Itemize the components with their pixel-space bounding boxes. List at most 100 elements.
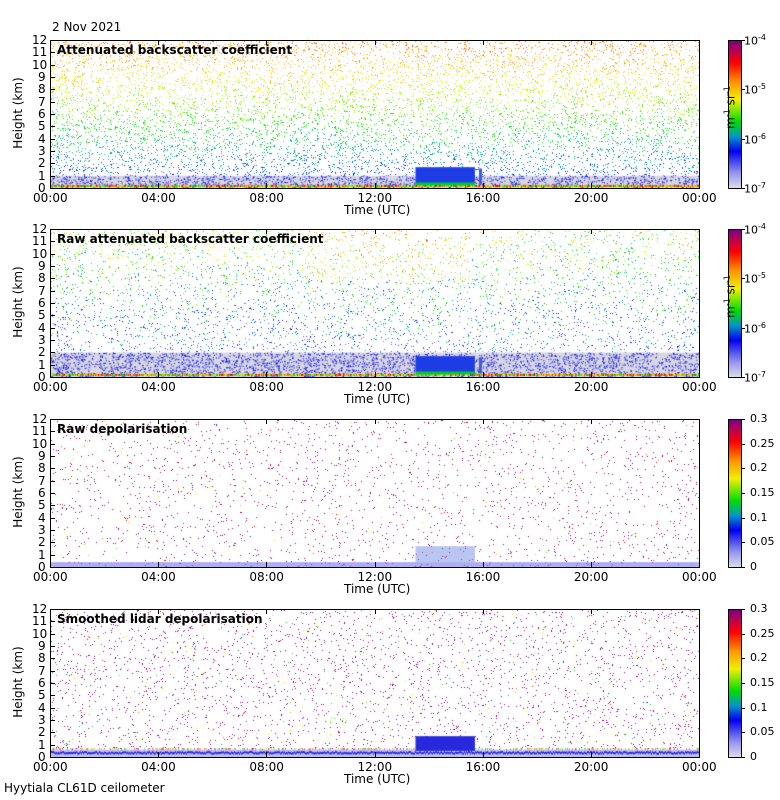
panel-2: Raw attenuated backscatter coefficient 0 1… [0,222,780,419]
x-tick-top [50,229,51,234]
y-tick [50,505,55,507]
y-tick [50,278,55,280]
y-tick-label: 2 [38,535,46,550]
y-tick-label: 3 [38,144,46,158]
colorbar-tick-label: 0.25 [750,626,775,640]
colorbar-tick [742,517,745,519]
x-tick-label: 04:00 [141,191,176,205]
x-tick-top [158,609,160,614]
y-tick-label: 11 [32,45,48,60]
y-tick-label: 6 [38,486,46,500]
y-tick [50,77,55,78]
colorbar-tick [742,377,745,378]
y-tick [50,683,55,684]
y-tick-label: 11 [32,614,48,629]
plot-area [50,40,700,189]
y-tick [50,253,55,255]
y-tick-label: 2 [38,345,46,360]
y-tick [50,609,55,610]
y-tick-label: 5 [38,119,46,134]
x-tick [266,372,268,377]
x-tick-label: 08:00 [249,760,284,774]
panel-title: Attenuated backscatter coefficient [57,43,293,57]
colorbar-tick-label: 0.15 [750,676,775,689]
y-tick-label: 2 [38,725,46,740]
y-tick-label: 8 [38,271,46,286]
x-tick-top [699,40,700,45]
y-tick-label: 7 [38,94,46,109]
y-tick [50,633,55,635]
y-tick [50,443,55,445]
y-tick-label: 5 [38,688,46,703]
date-label: 2 Nov 2021 [52,20,122,34]
y-axis-label: Height (km) [11,646,25,718]
x-tick-label: 00:00 [682,570,717,584]
y-tick-label: 1 [38,737,46,752]
heatmap-canvas [51,610,699,757]
x-tick [158,562,160,567]
colorbar-tick [742,683,745,684]
y-tick [50,658,55,660]
colorbar-tick [742,89,745,91]
y-tick [50,456,55,457]
x-tick-top [50,609,51,614]
y-tick [50,114,55,115]
y-tick-label: 11 [32,234,48,249]
x-tick [50,183,51,188]
x-tick-top [374,419,376,424]
y-tick-label: 12 [32,33,48,47]
colorbar-tick-label: 10-5 [744,82,766,97]
colorbar-tick-label: 0.05 [750,725,775,739]
heatmap-canvas [51,230,699,377]
y-tick-label: 4 [38,510,46,525]
y-tick [50,695,55,697]
colorbar-tick-label: 10-6 [744,320,766,336]
y-tick [50,468,55,470]
y-tick-label: 1 [38,357,46,372]
x-tick [374,183,376,188]
heatmap-canvas [51,420,699,567]
colorbar-tick [742,278,745,280]
x-tick [699,372,700,377]
x-tick [699,562,700,567]
y-tick [50,757,55,758]
x-tick-top [590,609,592,614]
x-tick-top [482,609,484,614]
plot-area [50,609,700,758]
y-tick [50,480,55,482]
plot-area [50,419,700,568]
x-tick [590,183,592,188]
x-tick-label: 12:00 [357,570,393,584]
x-tick-label: 16:00 [465,570,501,584]
colorbar-tick-label: 0.1 [750,700,768,714]
y-tick [50,229,55,230]
colorbar-tick [742,327,745,329]
x-tick-top [699,229,700,234]
x-tick-top [50,40,51,45]
colorbar [728,229,742,378]
y-tick [50,126,55,128]
y-tick-label: 0 [38,750,46,764]
x-tick [590,752,592,757]
y-tick [50,542,55,544]
y-axis-label: Height (km) [11,77,25,149]
x-tick [374,752,376,757]
colorbar-tick [742,707,745,709]
x-tick-label: 20:00 [573,760,609,774]
x-tick-label: 16:00 [465,760,501,774]
colorbar-tick-label: 0 [750,560,757,573]
y-tick [50,364,55,366]
x-tick-label: 04:00 [141,380,176,394]
y-tick-label: 12 [32,222,48,236]
x-tick [50,562,51,567]
y-tick [50,670,55,672]
x-tick-label: 00:00 [33,380,68,394]
x-tick [590,562,592,567]
colorbar-tick-label: 10-4 [744,222,766,237]
y-tick [50,315,55,317]
colorbar-tick [742,757,745,758]
x-tick-top [482,229,484,234]
y-tick [50,40,55,41]
y-tick-label: 4 [38,320,46,335]
